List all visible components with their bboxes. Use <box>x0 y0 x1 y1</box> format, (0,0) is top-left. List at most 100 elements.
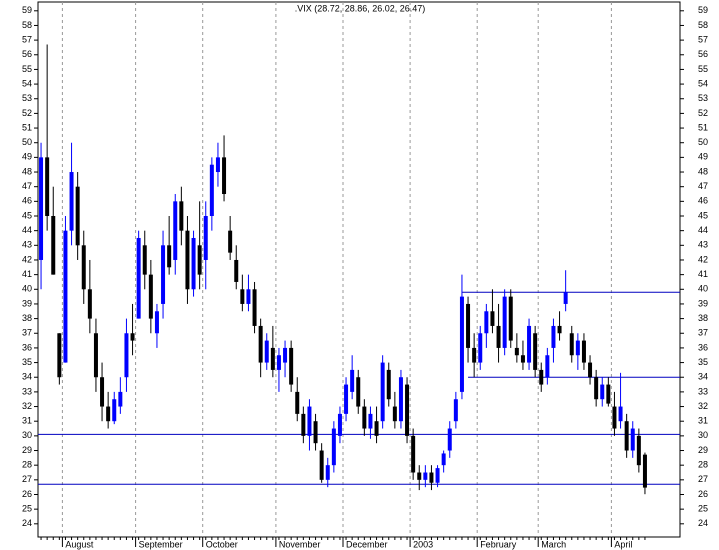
candle-body <box>69 172 74 231</box>
y-tick-label-left: 37 <box>22 328 32 338</box>
y-tick-label-left: 31 <box>22 416 32 426</box>
candle-body <box>636 435 641 466</box>
y-tick-label-right: 44 <box>698 225 708 235</box>
candle-body <box>264 340 269 363</box>
x-tick-label: 2003 <box>413 539 433 549</box>
candle-body <box>392 406 397 422</box>
y-tick-label-right: 45 <box>698 210 708 220</box>
y-tick-label-right: 47 <box>698 181 708 191</box>
y-tick-label-right: 33 <box>698 386 708 396</box>
candle-body <box>539 369 544 385</box>
y-tick-label-left: 35 <box>22 357 32 367</box>
candle-body <box>87 289 92 319</box>
candle-body <box>514 347 519 356</box>
candle-body <box>374 421 379 436</box>
y-tick-label-left: 56 <box>22 49 32 59</box>
candle-body <box>478 333 483 363</box>
candle-body <box>344 384 349 414</box>
candle-body <box>386 369 391 400</box>
y-tick-label-left: 43 <box>22 240 32 250</box>
candle-body <box>276 355 281 370</box>
candle-body <box>270 347 275 370</box>
candle-body <box>179 201 184 231</box>
y-tick-label-right: 35 <box>698 357 708 367</box>
candle-body <box>331 428 336 466</box>
y-tick-label-left: 53 <box>22 93 32 103</box>
y-tick-label-right: 30 <box>698 430 708 440</box>
candle-body <box>203 216 208 260</box>
candle-body <box>130 333 135 341</box>
candle-body <box>148 274 153 319</box>
y-tick-label-right: 59 <box>698 5 708 15</box>
candle-body <box>362 406 367 429</box>
y-tick-label-right: 51 <box>698 122 708 132</box>
candle-body <box>453 399 458 422</box>
y-tick-label-right: 57 <box>698 34 708 44</box>
y-tick-label-right: 48 <box>698 166 708 176</box>
y-tick-label-right: 37 <box>698 328 708 338</box>
candle-body <box>508 296 513 341</box>
candle-body <box>93 333 98 378</box>
candle-body <box>429 472 434 483</box>
y-tick-label-left: 40 <box>22 284 32 294</box>
candle-body <box>100 377 105 407</box>
y-tick-label-left: 34 <box>22 372 32 382</box>
y-tick-label-right: 38 <box>698 313 708 323</box>
candle-body <box>337 413 342 436</box>
candle-body <box>502 296 507 348</box>
y-tick-label-right: 49 <box>698 152 708 162</box>
candle-body <box>594 377 599 400</box>
candle-body <box>191 237 196 290</box>
candle-body <box>319 450 324 480</box>
candle-body <box>222 157 227 195</box>
candle-body <box>234 259 239 282</box>
y-tick-label-left: 39 <box>22 298 32 308</box>
y-tick-label-left: 28 <box>22 460 32 470</box>
candle-body <box>405 384 410 436</box>
candle-body <box>447 428 452 451</box>
y-tick-label-right: 41 <box>698 269 708 279</box>
candle-body <box>167 245 172 268</box>
candle-body <box>283 347 288 363</box>
y-tick-label-right: 32 <box>698 401 708 411</box>
candle-body <box>124 333 129 378</box>
y-tick-label-right: 34 <box>698 372 708 382</box>
y-tick-label-left: 51 <box>22 122 32 132</box>
candle-body <box>484 311 489 334</box>
y-tick-label-left: 30 <box>22 430 32 440</box>
y-tick-label-left: 55 <box>22 64 32 74</box>
y-tick-label-left: 48 <box>22 166 32 176</box>
candle-body <box>228 230 233 253</box>
chart-title: .VIX (28.72, 28.86, 26.02, 26.47) <box>295 3 426 13</box>
y-tick-label-left: 49 <box>22 152 32 162</box>
y-tick-label-right: 31 <box>698 416 708 426</box>
y-tick-label-left: 58 <box>22 20 32 30</box>
candle-body <box>588 362 593 378</box>
candle-body <box>441 453 446 466</box>
candle-body <box>575 340 580 356</box>
y-tick-label-right: 26 <box>698 489 708 499</box>
y-tick-label-left: 57 <box>22 34 32 44</box>
candle-body <box>368 413 373 429</box>
y-tick-label-right: 39 <box>698 298 708 308</box>
candle-body <box>185 230 190 290</box>
candle-body <box>136 237 141 319</box>
candle-body <box>240 289 245 304</box>
y-tick-label-left: 24 <box>22 518 32 528</box>
y-tick-label-left: 47 <box>22 181 32 191</box>
candle-body <box>295 391 300 414</box>
candle-body <box>356 377 361 407</box>
candle-body <box>75 186 80 246</box>
candle-body <box>307 406 312 436</box>
x-tick-label: August <box>65 539 94 549</box>
candle-body <box>63 230 68 363</box>
y-tick-label-left: 52 <box>22 108 32 118</box>
candle-body <box>520 355 525 363</box>
candle-body <box>112 399 117 422</box>
candle-body <box>606 384 611 404</box>
candle-body <box>350 369 355 392</box>
y-tick-label-left: 44 <box>22 225 32 235</box>
x-tick-label: December <box>346 539 388 549</box>
y-tick-label-left: 27 <box>22 474 32 484</box>
